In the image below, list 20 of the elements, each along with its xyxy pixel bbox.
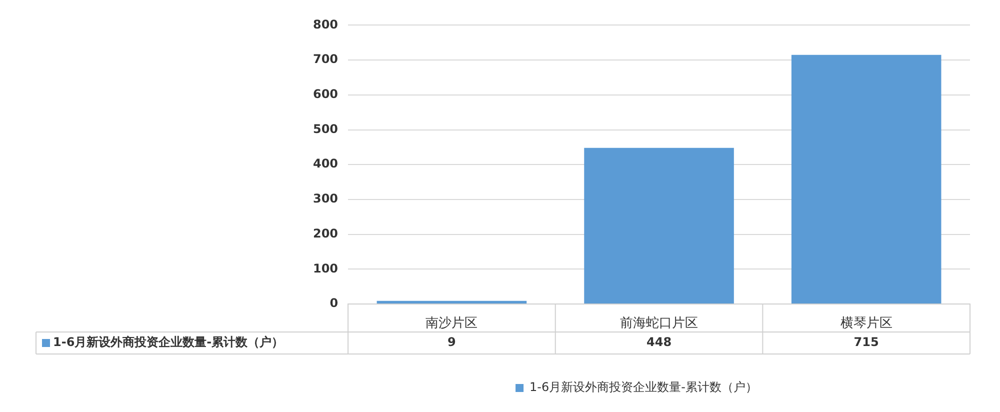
y-tick-label: 700 (312, 52, 338, 66)
data-label: 9 (448, 335, 456, 350)
y-tick-label: 600 (312, 87, 338, 102)
data-label: 715 (854, 335, 879, 350)
y-tick-label: 100 (312, 261, 338, 276)
legend-label: 1-6月新设外商投资企业数量-累计数（户） (530, 380, 758, 394)
y-tick-label: 300 (312, 192, 338, 206)
bar (376, 300, 527, 304)
x-tick-label: 横琴片区 (840, 316, 892, 332)
y-tick-label: 0 (330, 296, 338, 310)
x-tick-label: 前海蛇口片区 (620, 316, 698, 332)
y-tick-label: 400 (312, 156, 338, 171)
y-tick-label: 500 (312, 122, 338, 136)
y-tick-label: 200 (312, 226, 338, 240)
y-tick-label: 800 (312, 17, 338, 32)
text: 1-6月新设外商投资企业数量-累计数（户） (53, 335, 284, 350)
bar (584, 148, 734, 304)
bar (791, 54, 942, 304)
x-tick-label: 南沙片区 (426, 316, 478, 332)
data-label: 448 (646, 335, 672, 350)
